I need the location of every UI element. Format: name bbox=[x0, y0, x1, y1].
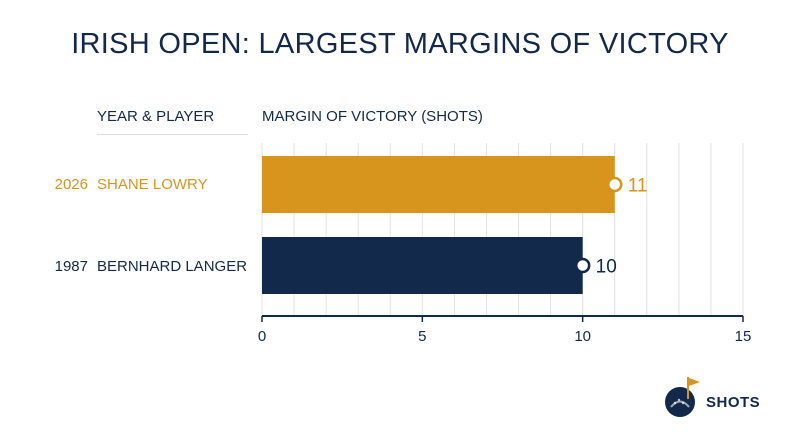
row-year-1: 1987 bbox=[54, 258, 88, 275]
x-tick-label-0: 0 bbox=[258, 328, 266, 345]
x-tick-label-10: 10 bbox=[574, 328, 591, 345]
bar-1 bbox=[262, 237, 583, 294]
chart-title: IRISH OPEN: LARGEST MARGINS OF VICTORY bbox=[71, 28, 729, 60]
brand-logo: SHOTS bbox=[664, 374, 774, 418]
row-player-1: BERNHARD LANGER bbox=[97, 258, 248, 275]
row-player-0: SHANE LOWRY bbox=[97, 176, 208, 193]
data-label-0: 11 bbox=[628, 176, 648, 197]
column-header-year-player: YEAR & PLAYER bbox=[97, 108, 215, 125]
data-label-1: 10 bbox=[596, 257, 617, 278]
header-divider bbox=[97, 134, 248, 135]
row-year-0: 2026 bbox=[54, 176, 88, 193]
x-tick-label-15: 15 bbox=[735, 328, 752, 345]
brand-logo-text: SHOTS bbox=[706, 394, 761, 411]
bar-end-marker-0 bbox=[606, 176, 623, 193]
golf-ball-flag-icon bbox=[665, 377, 700, 417]
bar-0 bbox=[262, 156, 615, 213]
column-header-margin: MARGIN OF VICTORY (SHOTS) bbox=[262, 108, 483, 125]
bar-end-marker-1 bbox=[574, 257, 591, 274]
x-tick-label-5: 5 bbox=[418, 328, 426, 345]
